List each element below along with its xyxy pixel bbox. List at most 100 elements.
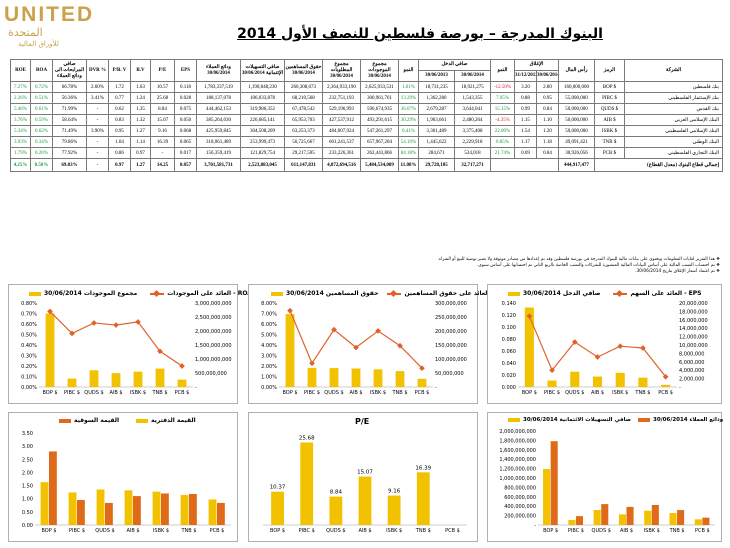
y-tick-label: 1.00 <box>22 497 33 503</box>
cell-roa: 0.62% <box>30 125 53 137</box>
left-tick-label: 5.00% <box>261 333 277 339</box>
bar <box>387 495 401 525</box>
cell-close-2013: 3.20 <box>514 81 537 93</box>
cell-deposits: 425,959,845 <box>196 125 241 137</box>
bar <box>351 368 361 387</box>
cell-ni-growth: 1.01% <box>398 81 419 93</box>
column-header: النمو <box>490 59 515 82</box>
right-tick-label: - <box>435 385 437 391</box>
table-row: 3.93% 0.34% 79.86% -1.04 1.14 16.39 0.065 318,0… <box>10 136 723 148</box>
cell-capital: 50,000,000 <box>558 114 595 126</box>
left-tick-label: 7.00% <box>261 312 277 318</box>
cell-close-growth: 0.85% <box>490 136 515 148</box>
x-tick-label: PCB $ <box>445 528 460 534</box>
x-tick-label: PIBC $ <box>299 528 315 534</box>
chart-title: P/E <box>355 417 370 426</box>
cell-ni-2014: 2,480,264 <box>454 114 491 126</box>
x-tick-label: BOP $ <box>522 390 537 396</box>
cell-facilities: 121,829,754 <box>240 147 285 159</box>
cell-liab: 427,537,912 <box>322 114 361 126</box>
left-tick-label: 0.020 <box>502 373 516 379</box>
total-ni-growth: 11.08% <box>398 158 419 172</box>
cell-liab: 2,364,933,190 <box>322 81 361 93</box>
bar <box>111 373 121 387</box>
x-tick-label: PCB $ <box>415 390 430 396</box>
cell-ni-2014: 3,644,041 <box>454 103 491 115</box>
legend-swatch <box>508 418 520 422</box>
left-tick-label: 0.080 <box>502 337 516 343</box>
legend-swatch <box>29 291 41 296</box>
x-tick-label: AIB $ <box>620 528 633 534</box>
cell-roa: 0.72% <box>30 81 53 93</box>
cell-ni-2013: 284,671 <box>418 147 455 159</box>
total-assets: 5,484,534,009 <box>360 158 399 172</box>
total-pe: 14.25 <box>150 158 175 172</box>
column-header: حقوق المساهمين 30/06/2014 <box>284 59 323 82</box>
line-point <box>287 307 293 314</box>
cell-close-2013: 0.69 <box>514 147 537 159</box>
cell-dvr: - <box>86 147 109 159</box>
bar-facilities <box>593 509 601 525</box>
y-tick-label: 800,000,000 <box>504 485 536 491</box>
x-tick-label: QUDS $ <box>84 390 103 396</box>
cell-name: بنك القدس <box>624 103 723 115</box>
y-tick-label: 3.50 <box>22 431 33 437</box>
right-tick-label: 2,000,000 <box>679 377 704 383</box>
table-row: 7.27% 0.72% 66.78% 2.60% 1.72 1.63 10.57 0.118 1… <box>10 81 723 93</box>
bar-book <box>40 482 49 525</box>
bar <box>358 476 372 525</box>
cell-equity: 260,308,673 <box>284 81 323 93</box>
cell-close-growth: -12.50% <box>490 81 515 93</box>
table-row: 5.34% 0.62% 71.49% 3.90% 0.95 1.27 9.16 0.068 42… <box>10 125 723 137</box>
cell-roe: 1.79% <box>10 147 31 159</box>
cell-liab: 529,196,993 <box>322 103 361 115</box>
legend: صافي الدخل 30/06/2014 العائد على السهم -… <box>508 290 702 297</box>
total-pbv: 0.97 <box>108 158 131 172</box>
bar <box>395 371 405 387</box>
cell-symbol: PIBC $ <box>594 92 625 104</box>
cell-bv: 0.97 <box>130 147 151 159</box>
bar <box>177 379 187 387</box>
right-tick-label: 200,000,000 <box>435 329 467 335</box>
data-label: 16.39 <box>415 465 431 471</box>
cell-facilities: 304,508,209 <box>240 125 285 137</box>
cell-pbv: 0.77 <box>108 92 131 104</box>
bar <box>661 384 671 387</box>
cell-pe: 15.07 <box>150 114 175 126</box>
cell-capital: 160,000,000 <box>558 81 595 93</box>
cell-equity: 29,217,505 <box>284 147 323 159</box>
cell-dvr: - <box>86 103 109 115</box>
cell-liab: 232,751,193 <box>322 92 361 104</box>
column-subheader: 30/06/2014 <box>536 70 559 82</box>
cell-loan-dep: 71.49% <box>52 125 87 137</box>
cell-capital: 49,091,421 <box>558 136 595 148</box>
left-tick-label: 0.120 <box>502 313 516 319</box>
cell-close-2013: 1.15 <box>514 114 537 126</box>
line-point <box>331 326 337 333</box>
chart-book-market: 0.00 0.50 1.00 1.50 2.00 2.50 3.00 3.50 BOP $ PIB… <box>8 412 238 542</box>
cell-deposits: 444,462,153 <box>196 103 241 115</box>
cell-roe: 5.46% <box>10 103 31 115</box>
total-loan-dep: 69.03% <box>52 158 87 172</box>
line-point <box>594 354 601 360</box>
bar-facilities <box>669 513 677 525</box>
x-tick-label: BOP $ <box>543 528 558 534</box>
column-header: EPS <box>174 59 197 82</box>
cell-bv: 1.14 <box>130 136 151 148</box>
chart-deposits-facilities: - 200,000,000 400,000,000 600,000,000 800,00… <box>487 412 723 542</box>
bar-book <box>152 491 161 525</box>
x-tick-label: TNB $ <box>634 390 650 396</box>
left-tick-label: 0.100 <box>502 325 516 331</box>
x-tick-label: ISBK $ <box>644 528 660 534</box>
right-tick-label: 150,000,000 <box>435 343 467 349</box>
cell-liab: 601,241,537 <box>322 136 361 148</box>
right-tick-label: 20,000,000 <box>679 301 708 307</box>
cell-ni-2014: 18,921,275 <box>454 81 491 93</box>
cell-equity: 67,478,542 <box>284 103 323 115</box>
x-tick-label: TNB $ <box>152 390 168 396</box>
cell-dvr: 3.41% <box>86 92 109 104</box>
bar-deposits <box>550 441 558 525</box>
bar-deposits <box>601 504 609 525</box>
bar-market <box>105 502 113 525</box>
x-tick-label: PIBC $ <box>544 390 560 396</box>
